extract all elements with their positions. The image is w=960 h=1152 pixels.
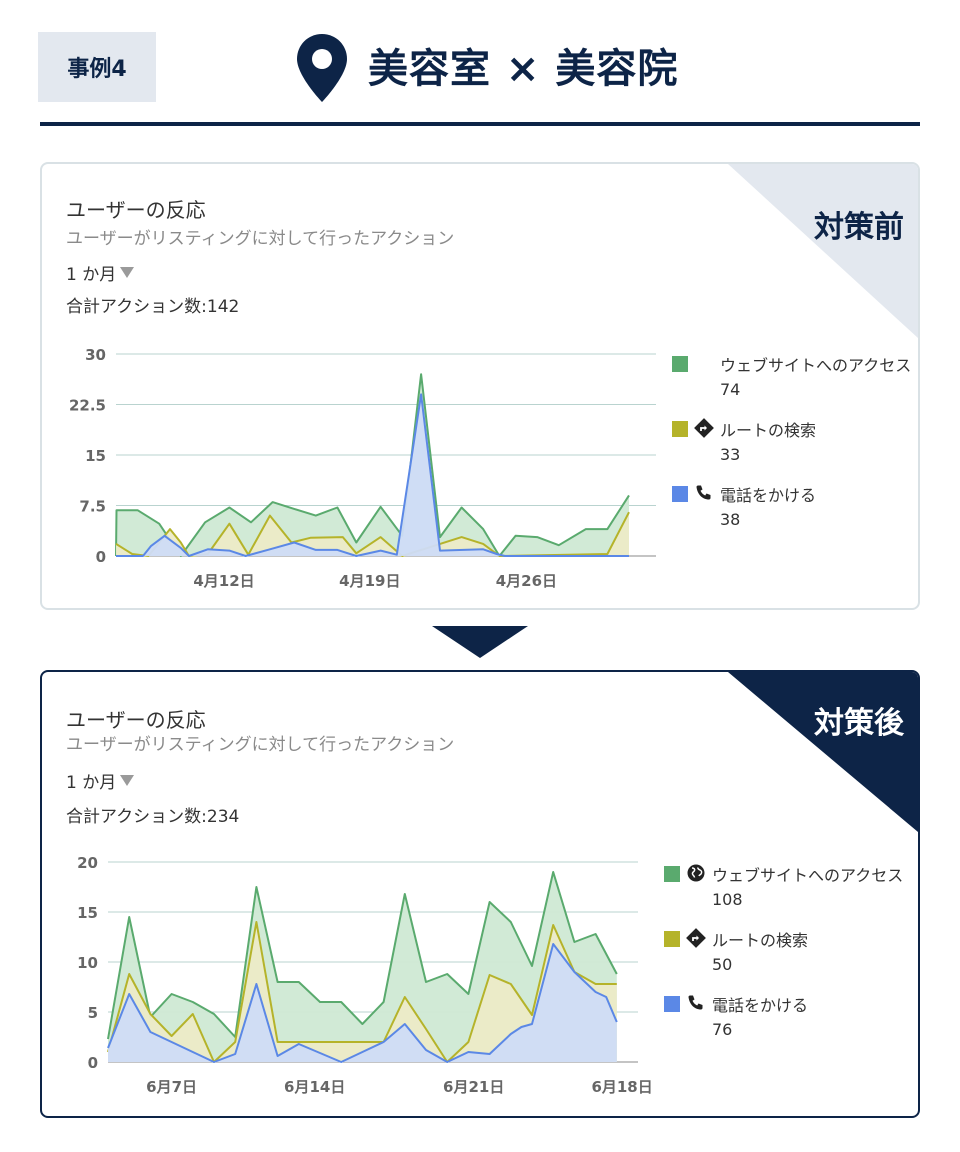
- x-tick-label: 4月19日: [339, 572, 400, 590]
- period-label: 1 か月: [66, 265, 117, 285]
- legend-label: ウェブサイトへのアクセス: [720, 356, 912, 375]
- phone-icon: [696, 485, 711, 500]
- globe-icon: [687, 864, 705, 882]
- x-tick-label: 6月14日: [284, 1078, 345, 1096]
- header-divider: [40, 122, 920, 126]
- y-tick-label: 22.5: [69, 397, 106, 415]
- x-tick-label: 4月12日: [193, 572, 254, 590]
- y-tick-label: 15: [85, 447, 106, 465]
- x-tick-label: 6月7日: [146, 1078, 197, 1096]
- total-actions: 合計アクション数:234: [66, 807, 240, 827]
- insights-card-before: 対策前 ユーザーの反応 ユーザーがリスティングに対して行ったアクション 1 か月…: [40, 162, 920, 610]
- series-area-2: [116, 394, 629, 556]
- legend-value: 33: [720, 445, 741, 464]
- legend-label: ウェブサイトへのアクセス: [712, 866, 904, 885]
- series-line-1: [107, 921, 617, 1063]
- directions-icon: [686, 928, 706, 948]
- period-dropdown[interactable]: 1 か月: [66, 768, 135, 793]
- directions-icon: [694, 418, 714, 438]
- series-area-2: [108, 944, 617, 1062]
- corner-ribbon: [728, 164, 918, 338]
- chart-subtitle: ユーザーがリスティングに対して行ったアクション: [66, 229, 455, 249]
- series-area-1: [108, 922, 617, 1062]
- corner-ribbon: [728, 672, 918, 832]
- legend-swatch: [672, 486, 688, 502]
- legend-swatch: [664, 866, 680, 882]
- legend-swatch: [664, 931, 680, 947]
- corner-label-before: 対策前: [814, 210, 904, 245]
- legend-label: 電話をかける: [720, 486, 817, 505]
- total-actions: 合計アクション数:142: [66, 297, 240, 317]
- map-pin-icon: [297, 34, 347, 102]
- dropdown-caret-icon: [120, 267, 135, 278]
- period-dropdown[interactable]: 1 か月: [66, 260, 135, 285]
- legend-value: 38: [720, 510, 741, 529]
- y-tick-label: 0: [88, 1054, 98, 1072]
- page-title: 美容室 × 美容院: [368, 46, 679, 92]
- legend-label: ルートの検索: [712, 931, 809, 950]
- legend-value: 74: [720, 380, 741, 399]
- period-label: 1 か月: [66, 773, 117, 793]
- legend-value: 76: [712, 1020, 733, 1039]
- legend-label: ルートの検索: [720, 421, 817, 440]
- dropdown-caret-icon: [120, 775, 135, 786]
- insights-card-after: 対策後 ユーザーの反応 ユーザーがリスティングに対して行ったアクション 1 か月…: [40, 670, 920, 1118]
- x-tick-label: 6月18日: [591, 1078, 652, 1096]
- chart-subtitle: ユーザーがリスティングに対して行ったアクション: [66, 735, 455, 755]
- legend-swatch: [664, 996, 680, 1012]
- legend-value: 108: [712, 890, 743, 909]
- chart-title: ユーザーの反応: [66, 708, 206, 732]
- phone-icon: [688, 995, 703, 1010]
- area-chart-before: 30 22.5 15 7.5 0 4月12日 4月19日 4月26日: [69, 346, 656, 590]
- chart-title: ユーザーの反応: [66, 198, 206, 222]
- x-tick-label: 6月21日: [443, 1078, 504, 1096]
- y-tick-label: 15: [77, 904, 98, 922]
- legend-swatch: [672, 356, 688, 372]
- y-tick-label: 0: [96, 548, 106, 566]
- y-tick-label: 5: [88, 1004, 98, 1022]
- corner-label-after: 対策後: [814, 706, 904, 741]
- series-line-1: [115, 511, 630, 557]
- area-chart-after: 20 15 10 5 0 6月7日 6月14日 6月21日 6月18日: [77, 854, 653, 1096]
- legend-label: 電話をかける: [712, 996, 809, 1015]
- down-arrow-icon: [432, 626, 528, 658]
- y-tick-label: 10: [77, 954, 98, 972]
- y-tick-label: 30: [85, 346, 106, 364]
- series-line-2: [116, 393, 629, 557]
- series-area-0: [116, 374, 629, 556]
- y-tick-label: 7.5: [79, 498, 106, 516]
- legend-swatch: [672, 421, 688, 437]
- legend-value: 50: [712, 955, 733, 974]
- case-badge: 事例4: [38, 32, 156, 102]
- y-tick-label: 20: [77, 854, 98, 872]
- x-tick-label: 4月26日: [496, 572, 557, 590]
